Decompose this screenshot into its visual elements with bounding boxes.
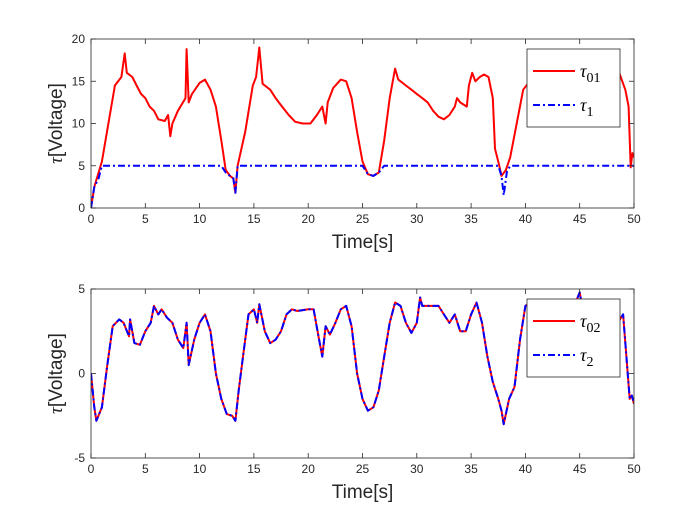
y-tick-label: -5 <box>74 451 85 465</box>
y-axis-label-symbol: τ <box>46 156 67 164</box>
y-axis-label-text: [Voltage] <box>46 83 67 157</box>
x-tick-label: 10 <box>193 212 207 226</box>
legend-box <box>526 48 621 128</box>
y-tick-label: 0 <box>78 201 85 215</box>
x-tick-label: 50 <box>627 462 641 476</box>
x-tick-label: 5 <box>142 212 149 226</box>
x-tick-label: 40 <box>519 462 533 476</box>
x-tick-label: 25 <box>356 462 370 476</box>
y-tick-label: 0 <box>78 367 85 381</box>
legend-entry-1: τ1 <box>580 95 593 120</box>
x-tick-label: 15 <box>247 212 261 226</box>
legend-entry-symbol: τ <box>580 311 587 331</box>
chart-panel-1: 0 5 10 15 20 25 30 35 40 45 5005101520Time[s]τ[Vol… <box>46 32 641 253</box>
y-axis-label-text: [Voltage] <box>46 333 67 407</box>
x-tick-label: 20 <box>302 212 316 226</box>
legend-entry-symbol: τ <box>580 345 587 365</box>
x-tick-label: 15 <box>247 462 261 476</box>
y-axis-label: τ[Voltage] <box>46 333 67 414</box>
x-tick-label: 0 <box>88 212 95 226</box>
x-tick-label: 10 <box>193 462 207 476</box>
x-tick-label: 45 <box>573 212 587 226</box>
y-tick-label: 5 <box>78 282 85 296</box>
y-tick-label: 10 <box>72 117 86 131</box>
series-line-2 <box>91 291 634 426</box>
x-tick-label: 45 <box>573 462 587 476</box>
x-tick-label: 50 <box>627 212 641 226</box>
x-tick-label: 35 <box>464 212 478 226</box>
legend-entry-2: τ2 <box>580 345 593 370</box>
chart-panel-2: 0 5 10 15 20 25 30 35 40 45 50-505Time[s]τ[Voltage… <box>46 282 641 503</box>
y-tick-label: 20 <box>72 32 86 46</box>
x-tick-label: 30 <box>410 212 424 226</box>
legend-entry-01: τ01 <box>580 61 600 86</box>
y-axis-label: τ[Voltage] <box>46 83 67 164</box>
y-tick-label: 15 <box>72 74 86 88</box>
legend-box <box>526 298 621 378</box>
legend-entry-subscript: 02 <box>586 321 600 336</box>
y-axis-label-symbol: τ <box>46 406 67 414</box>
series-line-1 <box>91 164 634 208</box>
series-line-01 <box>91 46 634 208</box>
x-axis-label: Time[s] <box>332 232 394 253</box>
x-tick-label: 25 <box>356 212 370 226</box>
legend-entry-subscript: 01 <box>586 71 600 86</box>
x-axis-label: Time[s] <box>332 482 394 503</box>
x-tick-label: 20 <box>302 462 316 476</box>
legend-entry-02: τ02 <box>580 311 600 336</box>
x-tick-label: 5 <box>142 462 149 476</box>
x-tick-label: 0 <box>88 462 95 476</box>
legend-entry-subscript: 2 <box>586 355 593 370</box>
x-tick-label: 35 <box>464 462 478 476</box>
x-tick-label: 30 <box>410 462 424 476</box>
legend-entry-subscript: 1 <box>586 105 593 120</box>
legend-entry-symbol: τ <box>580 95 587 115</box>
x-tick-label: 40 <box>519 212 533 226</box>
y-tick-label: 5 <box>78 159 85 173</box>
legend-entry-symbol: τ <box>580 61 587 81</box>
